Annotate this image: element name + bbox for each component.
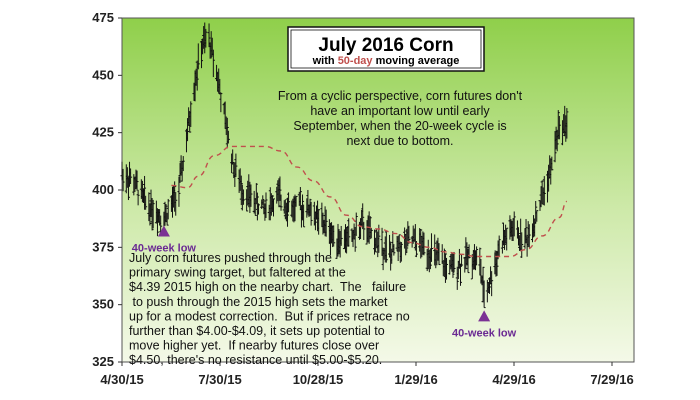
cycle-low-marker	[157, 225, 170, 237]
y-tick-label: 450	[92, 67, 114, 82]
annotation-commentary-line: to push through the 2015 high sets the m…	[129, 295, 388, 309]
chart-subtitle-highlight: 50-day	[338, 55, 374, 67]
annotation-cycle-line: have an important low until early	[310, 104, 490, 118]
cycle-low-label: 40-week low	[132, 243, 197, 255]
chart-title-box: July 2016 Corn with 50-day moving averag…	[287, 26, 485, 72]
annotation-commentary-line: move higher yet. If nearby futures close…	[129, 339, 379, 353]
y-tick-label: 400	[92, 182, 114, 197]
price-bars	[120, 22, 569, 309]
chart-subtitle-suffix: moving average	[373, 55, 460, 67]
chart-title: July 2016 Corn	[318, 35, 453, 56]
chart-subtitle-prefix: with	[312, 55, 338, 67]
y-axis-ticks: 475 450 425 400 375 350 325	[92, 10, 122, 369]
y-tick-label: 350	[92, 297, 114, 312]
annotation-cycle: From a cyclic perspective, corn futures …	[278, 89, 523, 148]
cycle-low-label: 40-week low	[452, 327, 517, 339]
y-tick-label: 425	[92, 125, 114, 140]
y-tick-label: 375	[92, 239, 114, 254]
x-tick-label: 7/30/15	[198, 372, 241, 387]
annotation-cycle-line: From a cyclic perspective, corn futures …	[278, 89, 523, 103]
moving-average-line	[171, 145, 568, 258]
annotation-cycle-line: next due to bottom.	[346, 134, 453, 148]
x-tick-label: 10/28/15	[293, 372, 344, 387]
y-tick-label: 325	[92, 354, 114, 369]
x-tick-label: 1/29/16	[394, 372, 437, 387]
y-tick-label: 475	[92, 10, 114, 25]
annotation-commentary-line: up for a modest correction. But if price…	[129, 309, 410, 323]
x-tick-label: 4/29/16	[492, 372, 535, 387]
annotation-commentary: July corn futures pushed through theprim…	[129, 251, 410, 367]
cycle-low-marker	[478, 310, 491, 322]
cycle-low-markers: 40-week low 40-week low	[132, 225, 517, 339]
annotation-commentary-line: $4.39 2015 high on the nearby chart. The…	[129, 280, 406, 294]
annotation-commentary-line: $4.50, there's no resistance until $5.00…	[129, 353, 382, 367]
annotation-commentary-line: July corn futures pushed through the	[129, 251, 332, 265]
annotation-commentary-line: primary swing target, but faltered at th…	[129, 266, 346, 280]
chart-subtitle: with 50-day moving average	[312, 55, 460, 67]
x-tick-label: 7/29/16	[590, 372, 633, 387]
x-tick-label: 4/30/15	[100, 372, 143, 387]
x-axis-ticks: 4/30/15 7/30/15 10/28/15 1/29/16 4/29/16 7/29…	[100, 362, 634, 387]
annotation-commentary-line: further than $4.00-$4.09, it sets up pot…	[129, 324, 385, 338]
annotation-cycle-line: September, when the 20-week cycle is	[293, 119, 506, 133]
